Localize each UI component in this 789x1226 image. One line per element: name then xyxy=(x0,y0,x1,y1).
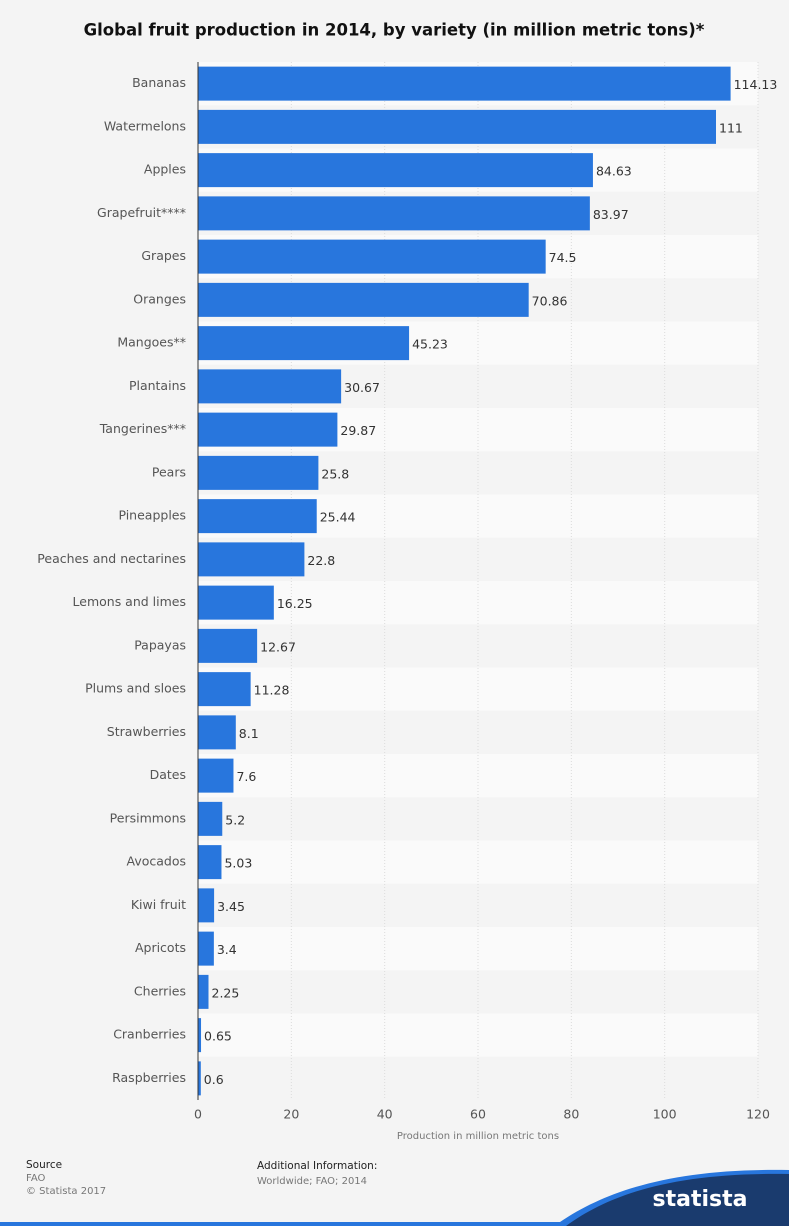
x-tick-label: 20 xyxy=(283,1107,299,1122)
bar xyxy=(198,326,410,361)
bar xyxy=(198,585,274,620)
x-tick-label: 100 xyxy=(653,1107,677,1122)
bar xyxy=(198,628,258,663)
value-label: 0.6 xyxy=(204,1072,224,1087)
bar xyxy=(198,455,319,490)
value-label: 22.8 xyxy=(307,553,335,568)
y-tick-label: Grapefruit**** xyxy=(97,205,186,220)
y-tick-label: Apricots xyxy=(135,940,186,955)
value-label: 12.67 xyxy=(260,639,296,654)
value-label: 16.25 xyxy=(277,596,313,611)
value-label: 8.1 xyxy=(239,726,259,741)
x-tick-label: 40 xyxy=(377,1107,393,1122)
value-label: 7.6 xyxy=(236,769,256,784)
x-axis-title: Production in million metric tons xyxy=(397,1131,559,1142)
value-label: 84.63 xyxy=(596,164,632,179)
info-title: Additional Information: xyxy=(257,1160,377,1172)
source: FAO xyxy=(26,1173,45,1184)
y-tick-label: Raspberries xyxy=(112,1070,186,1085)
bar xyxy=(198,542,305,577)
y-tick-label: Cranberries xyxy=(113,1027,186,1042)
x-tick-label: 0 xyxy=(194,1107,202,1122)
bar xyxy=(198,196,590,231)
y-tick-label: Avocados xyxy=(127,854,187,869)
y-tick-label: Persimmons xyxy=(110,810,186,825)
copyright: © Statista 2017 xyxy=(26,1186,106,1197)
bar xyxy=(198,1018,202,1053)
value-label: 11.28 xyxy=(254,683,290,698)
value-label: 25.8 xyxy=(321,466,349,481)
row-stripe xyxy=(198,927,758,971)
x-tick-label: 120 xyxy=(746,1107,770,1122)
bar xyxy=(198,282,529,317)
y-tick-label: Apples xyxy=(144,162,186,177)
value-label: 25.44 xyxy=(320,510,356,525)
bar xyxy=(198,888,215,923)
y-tick-label: Papayas xyxy=(134,637,186,652)
bar xyxy=(198,412,338,447)
value-label: 5.03 xyxy=(224,856,252,871)
value-label: 2.25 xyxy=(212,985,240,1000)
value-label: 111 xyxy=(719,120,743,135)
logo-text: statista xyxy=(653,1187,748,1212)
y-tick-label: Pears xyxy=(152,464,186,479)
chart-title: Global fruit production in 2014, by vari… xyxy=(84,21,705,40)
value-label: 3.45 xyxy=(217,899,245,914)
y-tick-label: Tangerines*** xyxy=(99,421,186,436)
bars: 114.13 111 84.63 83.97 74.5 70.86 45.23 30.67 29… xyxy=(198,66,778,1096)
row-stripe xyxy=(198,840,758,884)
bar xyxy=(198,369,342,404)
bar xyxy=(198,109,716,144)
y-tick-label: Oranges xyxy=(133,291,186,306)
logo-wave xyxy=(560,1171,789,1226)
y-tick-label: Pineapples xyxy=(118,508,186,523)
bar xyxy=(198,801,223,836)
bar xyxy=(198,1061,201,1096)
bar xyxy=(198,239,546,274)
bar xyxy=(198,672,251,707)
y-tick-label: Kiwi fruit xyxy=(131,897,186,912)
y-tick-label: Plums and sloes xyxy=(85,681,186,696)
value-label: 70.86 xyxy=(532,293,568,308)
value-label: 0.65 xyxy=(204,1029,232,1044)
value-label: 74.5 xyxy=(549,250,577,265)
y-tick-label: Watermelons xyxy=(104,118,186,133)
bar xyxy=(198,758,234,793)
info: Worldwide; FAO; 2014 xyxy=(257,1176,367,1187)
bar xyxy=(198,499,317,534)
y-tick-label: Plantains xyxy=(129,378,186,393)
value-label: 114.13 xyxy=(734,77,778,92)
value-label: 3.4 xyxy=(217,942,237,957)
bar xyxy=(198,931,214,966)
logo-stripe xyxy=(0,1169,789,1226)
y-tick-label: Grapes xyxy=(141,248,186,263)
y-tick-label: Lemons and limes xyxy=(73,594,186,609)
value-label: 29.87 xyxy=(340,423,376,438)
value-label: 30.67 xyxy=(344,380,380,395)
y-tick-label: Mangoes** xyxy=(117,335,186,350)
value-label: 83.97 xyxy=(593,207,629,222)
y-tick-label: Cherries xyxy=(134,983,186,998)
y-tick-label: Bananas xyxy=(132,75,186,90)
row-stripe xyxy=(198,754,758,798)
value-label: 5.2 xyxy=(225,812,245,827)
bar xyxy=(198,715,236,750)
value-label: 45.23 xyxy=(412,337,448,352)
y-tick-label: Peaches and nectarines xyxy=(37,551,186,566)
source-title: Source xyxy=(26,1159,62,1171)
bar xyxy=(198,845,222,880)
bar xyxy=(198,974,209,1009)
x-tick-label: 60 xyxy=(470,1107,486,1122)
y-tick-label: Dates xyxy=(150,767,186,782)
bar xyxy=(198,66,731,101)
bar xyxy=(198,153,593,188)
x-tick-label: 80 xyxy=(563,1107,579,1122)
y-tick-label: Strawberries xyxy=(107,724,186,739)
